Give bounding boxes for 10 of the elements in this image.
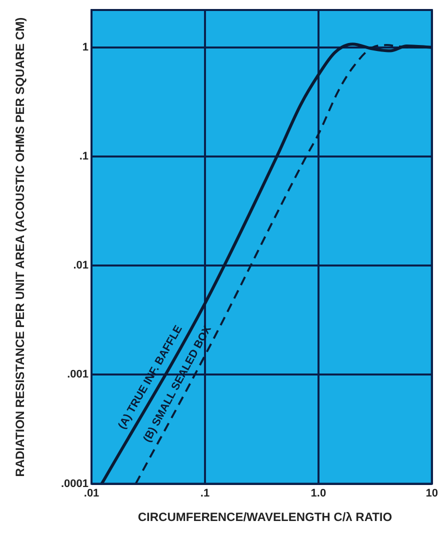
x-axis-title: CIRCUMFERENCE/WAVELENGTH C/λ RATIO [136,510,394,524]
x-tick-label: 10 [426,487,438,500]
x-tick-label: .1 [200,487,210,500]
y-tick-label: .01 [73,260,89,272]
y-tick-label: .1 [79,150,89,162]
y-tick-label: 1 [82,41,89,54]
y-tick-label: .001 [67,368,89,381]
x-tick-label: 1.0 [310,487,326,500]
y-axis-title: RADIATION RESISTANCE PER UNIT AREA (ACOUSTIC OHMS PER SQUARE CM) [13,16,27,479]
y-tick-label: .0001 [60,478,89,490]
